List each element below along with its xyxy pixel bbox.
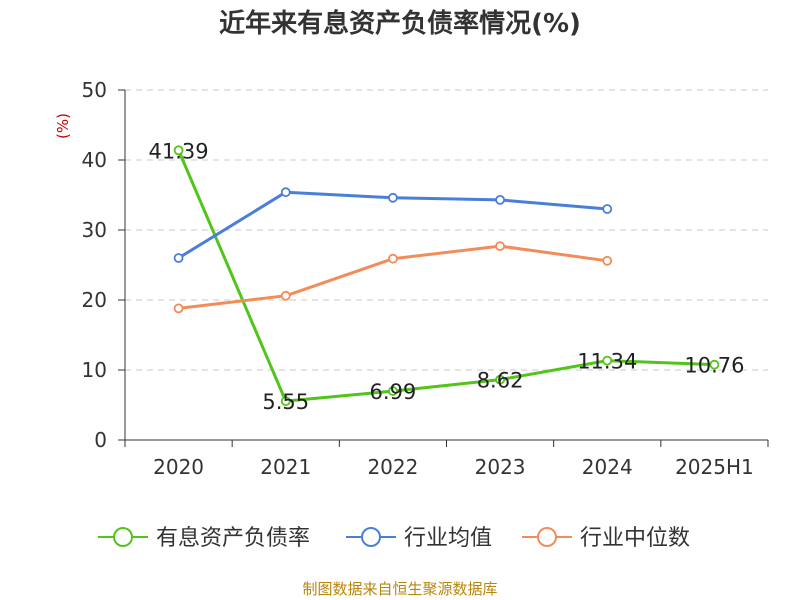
legend-label: 有息资产负债率 [156,526,310,551]
legend-label: 行业均值 [404,526,492,551]
y-tick-label: 40 [82,148,107,172]
data-point [388,192,398,203]
axes: 0 10 20 30 40 50 2020 2021 2022 2023 2024 2025H1 (%) [54,78,769,479]
data-point [388,253,398,264]
y-tick-label: 10 [82,358,107,382]
y-tick-label: 0 [94,428,107,452]
data-point [173,145,184,156]
y-axis-label: (%) [54,113,72,139]
legend-label: 行业中位数 [580,526,690,551]
x-tick-label: 2025H1 [675,455,754,479]
legend: 有息资产负债率 行业均值 行业中位数 [98,526,690,551]
data-label: 6.99 [370,380,417,404]
data-point [388,386,398,396]
data-label: 8.62 [477,369,524,393]
legend-marker [113,527,133,547]
x-tick-label: 2020 [153,455,204,479]
data-point [495,374,505,385]
data-label: 41.39 [149,139,209,163]
y-tick-label: 20 [82,288,107,312]
data-point [709,359,720,370]
series-line [177,149,715,403]
data-point [173,253,184,263]
chart-title: 近年来有息资产负债率情况(%) [219,9,581,39]
data-point [602,355,613,366]
series-lines [173,145,720,407]
data-label: 11.34 [577,350,637,374]
data-point [280,187,291,198]
x-tick-label: 2021 [260,455,311,479]
source-note: 制图数据来自恒生聚源数据库 [302,580,498,598]
data-labels: 41.39 5.55 6.99 8.62 11.34 10.76 [149,139,745,414]
data-label: 10.76 [684,354,744,378]
x-tick-label: 2023 [475,455,526,479]
y-tick-label: 30 [82,218,107,242]
data-point [602,255,613,266]
data-point [602,204,613,214]
data-point [173,303,184,314]
x-tick-label: 2024 [582,455,633,479]
grid-lines [125,89,768,371]
y-tick-label: 50 [82,78,107,102]
data-point [495,241,505,252]
data-point [280,396,291,407]
legend-marker [537,527,557,547]
x-tick-label: 2022 [367,455,418,479]
data-label: 5.55 [262,390,309,414]
data-point [495,194,505,205]
data-point [280,290,291,301]
legend-marker [361,527,381,547]
